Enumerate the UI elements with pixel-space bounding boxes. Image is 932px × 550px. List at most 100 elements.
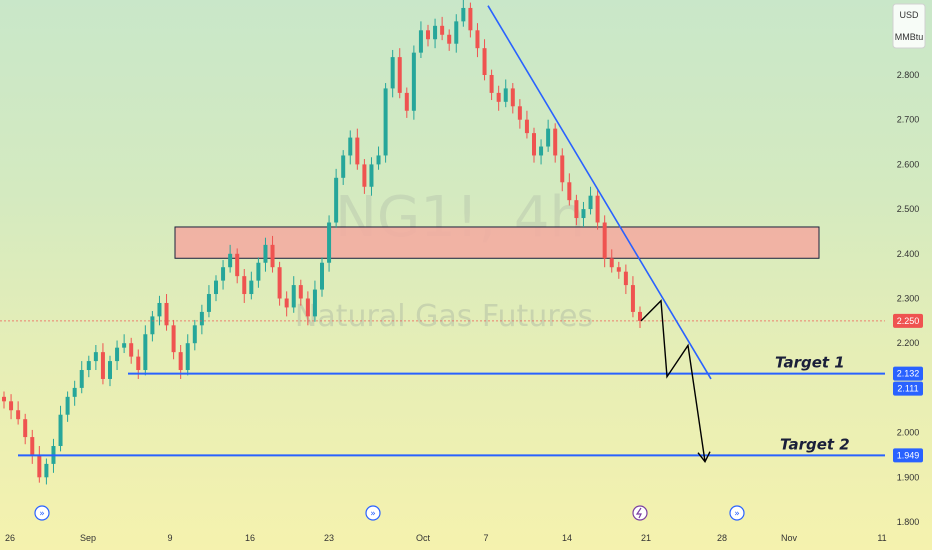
- level-tag-secondary[interactable]: 2.111: [893, 381, 923, 396]
- candle[interactable]: [426, 24, 430, 47]
- candle[interactable]: [263, 237, 268, 272]
- candle[interactable]: [574, 194, 579, 226]
- candle[interactable]: [298, 279, 303, 306]
- candle[interactable]: [277, 261, 282, 306]
- candle[interactable]: [461, 0, 466, 27]
- candle[interactable]: [327, 215, 332, 272]
- candle[interactable]: [312, 280, 317, 322]
- candle[interactable]: [291, 276, 296, 313]
- candle[interactable]: [16, 401, 21, 425]
- candle[interactable]: [418, 21, 423, 59]
- candle[interactable]: [616, 261, 621, 279]
- candle[interactable]: [369, 157, 374, 196]
- candle[interactable]: [23, 413, 28, 445]
- candle[interactable]: [44, 458, 49, 485]
- candle[interactable]: [362, 159, 367, 194]
- candle[interactable]: [2, 391, 6, 409]
- candle[interactable]: [334, 168, 339, 228]
- event-marker-icon[interactable]: »: [34, 505, 50, 521]
- candle[interactable]: [270, 235, 275, 273]
- candle[interactable]: [320, 257, 324, 297]
- candle[interactable]: [638, 306, 642, 329]
- candle[interactable]: [376, 146, 381, 170]
- candle[interactable]: [348, 130, 353, 165]
- candle[interactable]: [242, 268, 247, 303]
- candle[interactable]: [433, 18, 438, 49]
- candle[interactable]: [235, 248, 240, 284]
- candle[interactable]: [58, 405, 63, 452]
- candle[interactable]: [228, 244, 233, 273]
- candle[interactable]: [609, 249, 614, 273]
- dividend-lightning-icon[interactable]: [632, 505, 648, 521]
- candle[interactable]: [9, 394, 14, 420]
- candle[interactable]: [86, 355, 91, 378]
- candle[interactable]: [221, 260, 226, 290]
- candle[interactable]: [440, 16, 445, 41]
- candle[interactable]: [539, 139, 544, 165]
- candle[interactable]: [489, 69, 494, 101]
- candle[interactable]: [30, 429, 35, 464]
- candle[interactable]: [532, 127, 536, 163]
- candle[interactable]: [93, 344, 98, 371]
- candle[interactable]: [595, 190, 600, 230]
- candle[interactable]: [108, 355, 112, 387]
- candle[interactable]: [553, 123, 558, 163]
- candle[interactable]: [468, 2, 473, 38]
- candle[interactable]: [411, 45, 416, 120]
- candle[interactable]: [482, 39, 487, 81]
- candle[interactable]: [100, 343, 105, 385]
- candle[interactable]: [305, 291, 310, 326]
- candle[interactable]: [567, 173, 572, 206]
- candle[interactable]: [157, 295, 162, 326]
- candle[interactable]: [496, 85, 501, 111]
- candle[interactable]: [546, 119, 551, 152]
- candle[interactable]: [192, 319, 197, 351]
- candle[interactable]: [447, 29, 452, 51]
- candle[interactable]: [524, 110, 529, 139]
- candle[interactable]: [122, 334, 127, 354]
- candle[interactable]: [454, 14, 459, 53]
- candle[interactable]: [383, 83, 388, 163]
- candle[interactable]: [623, 264, 628, 295]
- candle[interactable]: [164, 294, 169, 331]
- candle[interactable]: [206, 285, 211, 318]
- event-marker-icon[interactable]: »: [729, 505, 745, 521]
- candle[interactable]: [185, 334, 190, 376]
- projection-path[interactable]: [640, 299, 706, 462]
- candle[interactable]: [404, 87, 409, 118]
- candle[interactable]: [588, 186, 593, 215]
- candle[interactable]: [256, 257, 261, 288]
- candle[interactable]: [510, 83, 515, 114]
- candle[interactable]: [65, 391, 70, 422]
- candle[interactable]: [355, 128, 360, 170]
- candle[interactable]: [630, 276, 635, 318]
- candle[interactable]: [150, 311, 155, 342]
- candle[interactable]: [171, 319, 176, 360]
- event-marker-icon[interactable]: »: [365, 505, 381, 521]
- candle[interactable]: [143, 325, 148, 376]
- last-price-tag[interactable]: 2.250: [893, 313, 923, 328]
- candle[interactable]: [503, 79, 508, 108]
- candle[interactable]: [249, 271, 254, 300]
- level-tag-target-2[interactable]: 1.949: [893, 448, 923, 463]
- candle[interactable]: [341, 150, 346, 185]
- candle[interactable]: [129, 337, 134, 364]
- candle[interactable]: [115, 340, 120, 371]
- candle[interactable]: [214, 275, 218, 302]
- candle[interactable]: [72, 380, 77, 406]
- candle[interactable]: [517, 99, 522, 129]
- unit-box[interactable]: USD MMBtu: [892, 3, 926, 49]
- level-tag-target-1[interactable]: 2.132: [893, 366, 923, 381]
- candle[interactable]: [397, 48, 402, 99]
- candle[interactable]: [475, 23, 480, 58]
- trendline[interactable]: [487, 5, 712, 380]
- supply-zone[interactable]: [174, 226, 820, 259]
- candle[interactable]: [560, 148, 565, 192]
- candle[interactable]: [79, 361, 84, 394]
- candle[interactable]: [199, 304, 204, 335]
- candle[interactable]: [37, 446, 42, 483]
- candle[interactable]: [602, 215, 607, 268]
- candle[interactable]: [284, 291, 289, 317]
- candle[interactable]: [581, 201, 586, 227]
- candle[interactable]: [390, 49, 395, 98]
